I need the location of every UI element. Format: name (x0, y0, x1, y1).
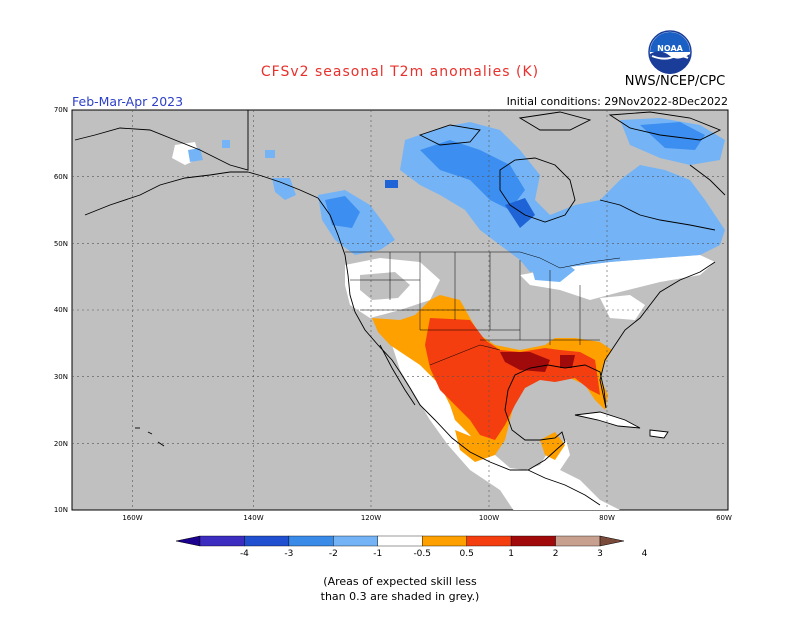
lon-label-80w: 80W (599, 514, 615, 522)
colorbar-label: -0.5 (413, 549, 431, 559)
colorbar-box (510, 535, 556, 547)
colorbar-label: 0.5 (460, 549, 474, 559)
lon-label-160w: 160W (122, 514, 142, 522)
colorbar-box (333, 535, 378, 547)
initial-conditions-label: Initial conditions: 29Nov2022-8Dec2022 (506, 95, 728, 108)
colorbar-label: -3 (284, 549, 293, 559)
coastlines (74, 110, 726, 506)
cold-region-canada-core (420, 140, 525, 210)
lat-labels: 70N 60N 50N 40N 30N 20N 10N (54, 106, 68, 514)
cold-region-baffin-core (640, 122, 705, 150)
lat-label-50: 50N (54, 240, 68, 248)
colorbar-box (422, 535, 467, 547)
noaa-logo: NOAA (648, 30, 692, 74)
colorbar-label: 3 (597, 549, 603, 559)
warm-region-core (425, 318, 600, 440)
colorbar-left-arrow (175, 535, 201, 547)
agency-label: NWS/NCEP/CPC (624, 74, 726, 89)
colorbar-box (555, 535, 601, 547)
colorbar-right-arrow (599, 535, 625, 547)
land-cuba (575, 412, 640, 428)
lat-label-10: 10N (54, 506, 68, 514)
colorbar-label: 2 (553, 549, 559, 559)
colorbar-box (288, 535, 334, 547)
lat-label-40: 40N (54, 306, 68, 314)
white-band-northeast (520, 255, 715, 300)
lon-label-100w: 100W (479, 514, 499, 522)
noaa-logo-text: NOAA (657, 44, 683, 53)
chart-title: CFSv2 seasonal T2m anomalies (K) (260, 64, 540, 80)
lat-label-70: 70N (54, 106, 68, 114)
colorbar-label: -4 (240, 549, 249, 559)
skill-note-line1: (Areas of expected skill less (323, 575, 477, 588)
lat-label-20: 20N (54, 440, 68, 448)
colorbar-label: -2 (329, 549, 338, 559)
lon-labels: 160W 140W 120W 100W 80W 60W (122, 514, 732, 522)
colorbar-box (244, 535, 290, 547)
cold-pixel (385, 180, 398, 188)
lon-label-60w: 60W (716, 514, 732, 522)
cold-region-bc-core (325, 196, 360, 228)
season-label: Feb-Mar-Apr 2023 (72, 94, 184, 109)
lat-label-60: 60N (54, 173, 68, 181)
colorbar-box (199, 535, 245, 547)
lat-label-30: 30N (54, 373, 68, 381)
colorbar-label: 4 (642, 549, 648, 559)
skill-note: (Areas of expected skill less than 0.3 a… (300, 574, 500, 604)
lon-label-140w: 140W (243, 514, 263, 522)
colorbar: -4 -3 -2 -1 -0.5 0.5 1 2 3 4 (175, 535, 648, 559)
borders (345, 251, 621, 366)
colorbar-box (377, 535, 423, 547)
colorbar-label: -1 (373, 549, 382, 559)
colorbar-label: 1 (508, 549, 514, 559)
white-area-midatlantic (600, 295, 645, 320)
lon-label-120w: 120W (361, 514, 381, 522)
colorbar-box (466, 535, 512, 547)
skill-note-line2: than 0.3 are shaded in grey.) (320, 590, 480, 603)
cold-region-canada-deep (505, 198, 535, 228)
land-hispaniola (650, 430, 668, 438)
grey-patch-west (360, 272, 410, 300)
